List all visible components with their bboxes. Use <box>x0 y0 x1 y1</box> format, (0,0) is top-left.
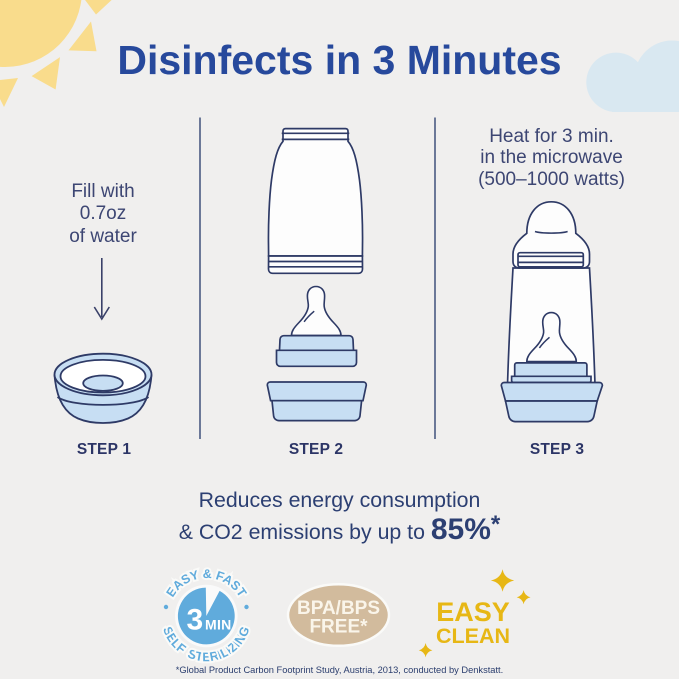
svg-text:BPA/BPS: BPA/BPS <box>297 598 380 619</box>
svg-text:3: 3 <box>187 604 204 637</box>
svg-text:FREE*: FREE* <box>309 617 368 638</box>
svg-text:MIN: MIN <box>205 617 232 633</box>
